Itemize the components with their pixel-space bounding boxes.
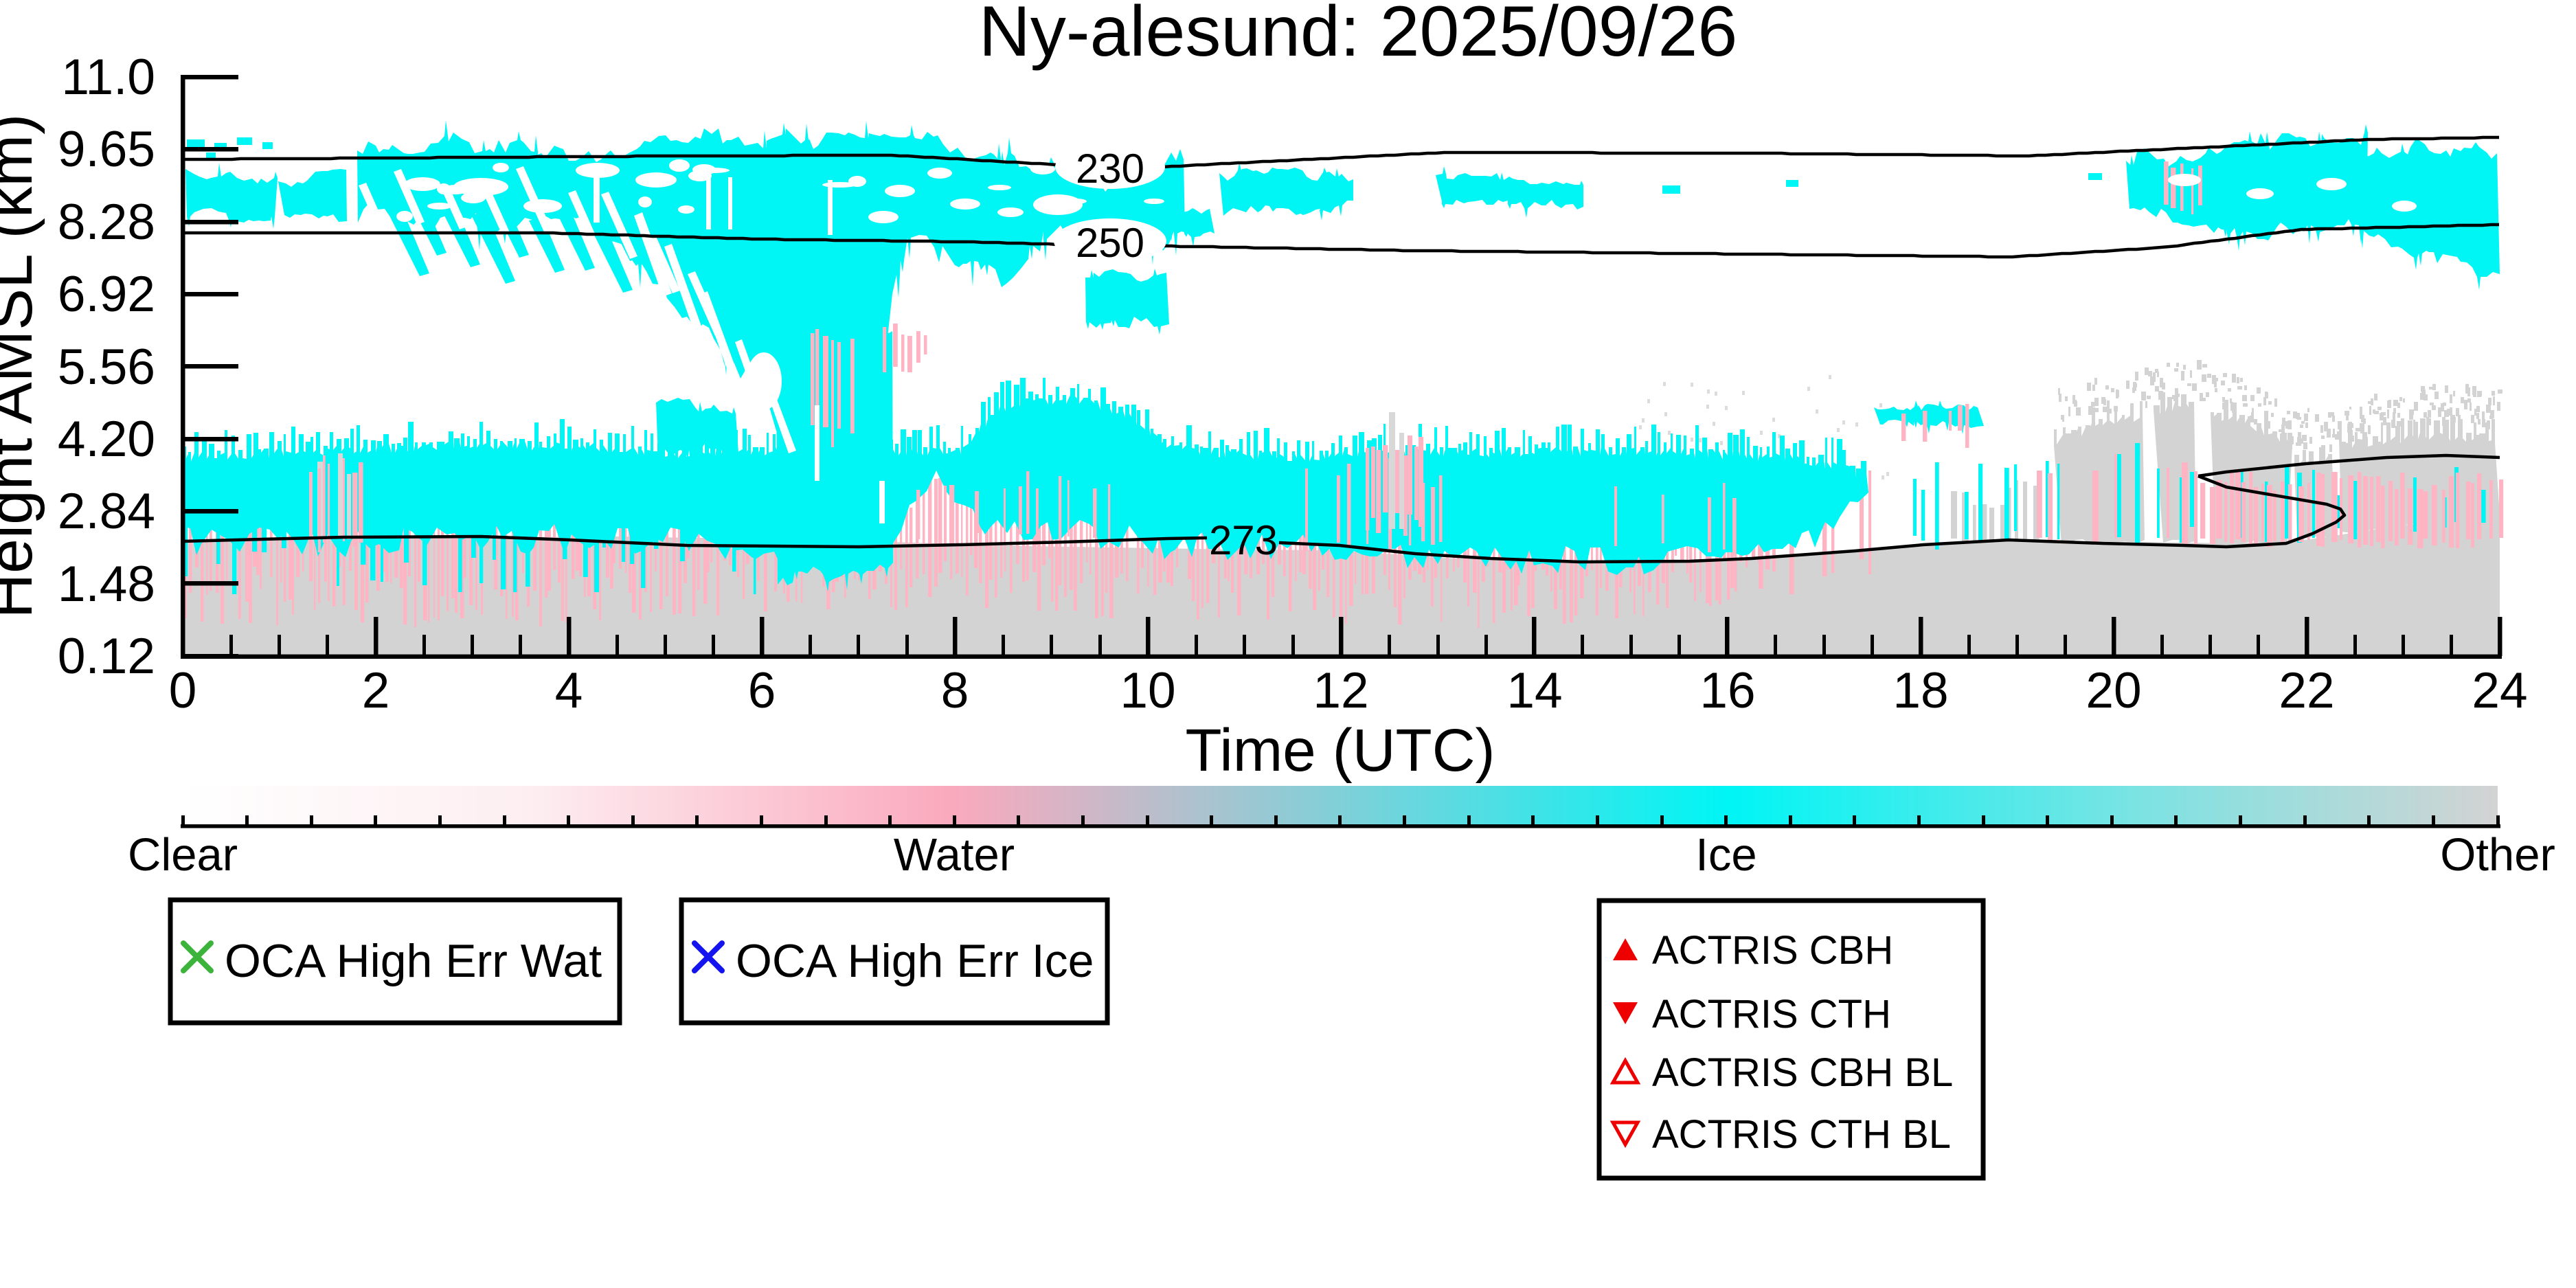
svg-text:273: 273 [1209, 517, 1278, 563]
svg-text:230: 230 [1076, 146, 1144, 192]
svg-text:Ice: Ice [1695, 829, 1756, 881]
svg-text:4.20: 4.20 [58, 411, 155, 467]
svg-text:1.48: 1.48 [58, 556, 155, 612]
svg-text:0: 0 [169, 663, 197, 719]
svg-text:8: 8 [941, 663, 969, 719]
svg-text:250: 250 [1076, 220, 1144, 266]
svg-text:Time (UTC): Time (UTC) [1185, 717, 1495, 784]
svg-text:2: 2 [362, 663, 390, 719]
svg-text:ACTRIS CBH BL: ACTRIS CBH BL [1652, 1050, 1953, 1095]
svg-text:0.12: 0.12 [58, 629, 155, 684]
svg-text:11.0: 11.0 [61, 49, 155, 105]
svg-text:18: 18 [1893, 663, 1948, 719]
svg-text:24: 24 [2472, 663, 2527, 719]
svg-text:22: 22 [2279, 663, 2334, 719]
svg-text:6.92: 6.92 [58, 267, 155, 322]
svg-text:OCA High Err Ice: OCA High Err Ice [736, 935, 1094, 987]
svg-text:5.56: 5.56 [58, 339, 155, 395]
svg-text:20: 20 [2086, 663, 2141, 719]
svg-text:ACTRIS CTH: ACTRIS CTH [1652, 992, 1891, 1037]
svg-text:16: 16 [1699, 663, 1755, 719]
svg-text:6: 6 [748, 663, 776, 719]
svg-text:14: 14 [1506, 663, 1562, 719]
svg-text:8.28: 8.28 [58, 194, 155, 250]
svg-text:Height AMSL (km): Height AMSL (km) [0, 114, 45, 619]
svg-text:ACTRIS CBH: ACTRIS CBH [1652, 928, 1893, 973]
svg-text:4: 4 [555, 663, 583, 719]
svg-text:Ny-alesund: 2025/09/26: Ny-alesund: 2025/09/26 [979, 0, 1737, 71]
svg-text:9.65: 9.65 [58, 122, 155, 177]
svg-text:Water: Water [894, 829, 1015, 881]
svg-text:12: 12 [1313, 663, 1368, 719]
svg-text:OCA High Err Wat: OCA High Err Wat [225, 935, 602, 987]
svg-text:Other: Other [2440, 829, 2555, 881]
svg-text:ACTRIS CTH BL: ACTRIS CTH BL [1652, 1112, 1951, 1157]
svg-text:2.84: 2.84 [58, 484, 155, 539]
svg-text:10: 10 [1120, 663, 1175, 719]
svg-text:Clear: Clear [128, 829, 238, 881]
